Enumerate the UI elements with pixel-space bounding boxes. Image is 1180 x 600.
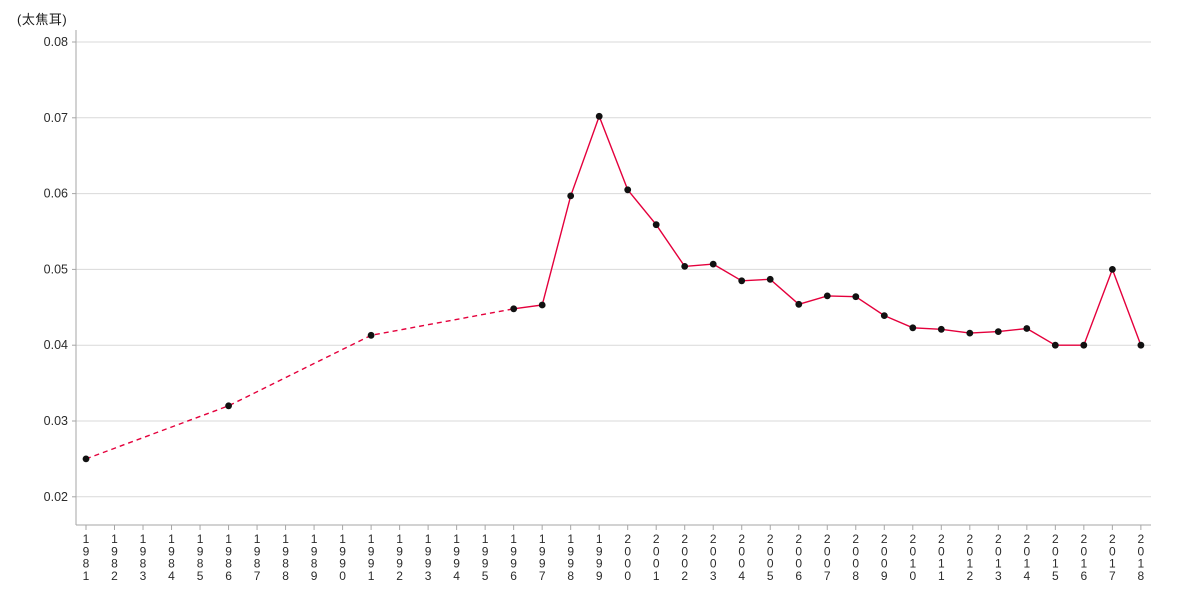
data-point bbox=[624, 186, 632, 194]
data-point bbox=[937, 325, 945, 333]
data-point bbox=[823, 292, 831, 300]
data-point bbox=[994, 328, 1002, 335]
data-line-dashed bbox=[85, 308, 514, 460]
data-point bbox=[595, 112, 603, 120]
data-point bbox=[82, 455, 90, 463]
data-point bbox=[367, 331, 375, 339]
data-point bbox=[1109, 266, 1116, 273]
y-axis-label: 0.04 bbox=[44, 338, 68, 352]
y-axis-label: 0.08 bbox=[44, 35, 68, 49]
data-point bbox=[1137, 341, 1145, 349]
data-point bbox=[510, 305, 518, 313]
data-point bbox=[567, 192, 575, 200]
data-point bbox=[709, 260, 717, 268]
data-point bbox=[538, 301, 546, 309]
y-axis-label: 0.03 bbox=[44, 414, 68, 428]
data-point bbox=[1051, 341, 1059, 349]
data-point bbox=[966, 329, 974, 337]
data-point bbox=[852, 293, 860, 301]
data-point bbox=[1080, 341, 1088, 349]
data-point bbox=[766, 275, 774, 283]
y-axis-label: 0.02 bbox=[44, 490, 68, 504]
y-axis-label: 0.05 bbox=[44, 262, 68, 276]
y-axis-label: 0.06 bbox=[44, 187, 68, 201]
data-point bbox=[1023, 325, 1031, 332]
y-axis-label: 0.07 bbox=[44, 111, 68, 125]
data-point bbox=[795, 300, 803, 308]
data-point bbox=[738, 277, 746, 285]
data-point bbox=[652, 221, 660, 229]
data-point bbox=[880, 312, 888, 319]
data-point bbox=[681, 263, 689, 270]
unit-label: (太焦耳) bbox=[17, 12, 68, 27]
data-point bbox=[909, 324, 917, 332]
data-line-solid bbox=[513, 114, 1142, 346]
data-point bbox=[225, 402, 233, 410]
